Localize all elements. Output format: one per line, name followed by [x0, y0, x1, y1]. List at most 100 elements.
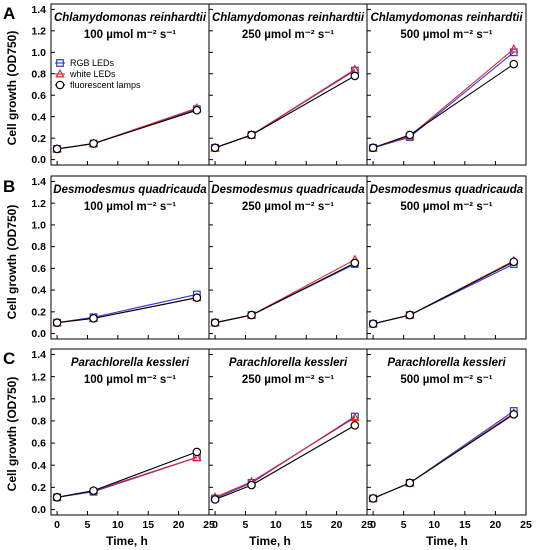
panel-frame	[366, 348, 527, 516]
x-tick-label: 5	[243, 519, 249, 531]
x-tick-label: 25	[520, 519, 532, 531]
x-tick-label: 20	[490, 519, 502, 531]
x-tick-label: 10	[270, 519, 282, 531]
data-point-fluorescent-lamps	[89, 139, 98, 148]
chart-panel-5: Desmodesmus quadricauda 250 µmol m⁻² s⁻¹	[208, 175, 368, 340]
x-axis-label-col-3: Time, h	[426, 534, 468, 548]
data-point-fluorescent-lamps	[247, 310, 256, 320]
panel-subtitle: 250 µmol m⁻² s⁻¹	[242, 374, 334, 386]
panel-title: Desmodesmus quadricauda	[211, 184, 365, 196]
chart-panel-9: 0 5 10 15 20 25 Parachlorella kessleri 500 µmol…	[366, 348, 532, 531]
data-point-white-leds	[509, 43, 519, 53]
y-tick-label: 0.4	[31, 111, 46, 123]
data-point-fluorescent-lamps	[52, 318, 62, 327]
chart-panel-1: 0.0 0.2 0.4 0.6 0.8 1.0 1.2 1.4 Chlamydomonas re…	[31, 3, 210, 166]
data-point-fluorescent-lamps	[368, 494, 378, 503]
chart-panel-7: 0.0 0.2 0.4 0.6 0.8 1.0 1.2 1.4 0 5 10 15 20 25 Parach…	[31, 348, 215, 531]
panel-subtitle: 100 µmol m⁻² s⁻¹	[84, 374, 176, 386]
series-line-white-leds	[56, 107, 198, 150]
y-tick-label: 1.4	[31, 4, 46, 16]
row-letter-c: C	[3, 349, 15, 368]
data-point-fluorescent-lamps	[52, 492, 62, 502]
data-point-fluorescent-lamps	[350, 421, 360, 430]
series-line-fluorescent-lamps	[56, 451, 198, 498]
x-tick-label: 10	[428, 519, 440, 531]
data-point-fluorescent-lamps	[405, 130, 415, 140]
row-letter-a: A	[3, 4, 15, 23]
y-tick-label: 1.2	[31, 371, 46, 383]
y-tick-label: 1.2	[31, 25, 46, 37]
series-line-fluorescent-lamps	[214, 262, 356, 324]
data-point-fluorescent-lamps	[405, 310, 415, 320]
data-point-fluorescent-lamps	[509, 409, 519, 419]
y-tick-label: 0.2	[31, 133, 46, 145]
chart-panel-2: Chlamydomonas reinhardtii 250 µmol m⁻² s⁻…	[208, 3, 368, 166]
legend-label: white LEDs	[69, 69, 116, 79]
y-tick-label: 0.0	[31, 504, 46, 516]
panel-subtitle: 500 µmol m⁻² s⁻¹	[400, 201, 492, 213]
chart-panel-3: Chlamydomonas reinhardtii 500 µmol m⁻² s⁻…	[366, 3, 527, 166]
y-tick-label: 1.0	[31, 47, 46, 59]
legend-marker-circle	[55, 80, 65, 90]
panel-title: Parachlorella kessleri	[387, 357, 506, 369]
y-tick-label: 1.2	[31, 198, 46, 210]
y-tick-label: 0.2	[31, 306, 46, 318]
panel-title: Desmodesmus quadricauda	[370, 184, 524, 196]
x-tick-label: 15	[300, 519, 312, 531]
series-line-rgb-leds	[56, 293, 197, 324]
series-line-rgb-leds	[56, 456, 198, 498]
data-point-fluorescent-lamps	[405, 478, 415, 488]
x-tick-label: 0	[54, 519, 60, 531]
data-point-fluorescent-lamps	[509, 59, 519, 69]
series-line-white-leds	[56, 456, 198, 498]
series-line-white-leds	[214, 259, 356, 324]
series-line-fluorescent-lamps	[214, 75, 356, 149]
y-tick-label: 0.6	[31, 90, 46, 102]
panel-frame	[366, 3, 527, 166]
x-tick-label: 0	[370, 519, 376, 531]
data-point-fluorescent-lamps	[52, 144, 62, 154]
y-tick-label: 0.0	[31, 328, 46, 340]
panel-subtitle: 500 µmol m⁻² s⁻¹	[400, 29, 492, 41]
y-tick-label: 0.8	[31, 416, 46, 428]
panel-subtitle: 250 µmol m⁻² s⁻¹	[242, 201, 334, 213]
y-axis-label-row-a: Cell growth (OD750)	[5, 31, 19, 146]
data-point-white-leds	[192, 452, 202, 461]
chart-panel-6: Desmodesmus quadricauda 500 µmol m⁻² s⁻¹	[366, 175, 527, 340]
y-tick-label: 0.4	[31, 460, 46, 472]
y-tick-label: 0.2	[31, 482, 46, 494]
x-tick-label: 0	[212, 519, 218, 531]
panel-title: Chlamydomonas reinhardtii	[212, 12, 365, 24]
data-point-fluorescent-lamps	[89, 314, 98, 323]
y-tick-label: 1.4	[31, 349, 46, 361]
chart-panel-8: 0 5 10 15 20 25 Parachlorella kessleri 250 µmol…	[208, 348, 373, 531]
legend-label: RGB LEDs	[70, 58, 115, 68]
y-tick-label: 1.0	[31, 393, 46, 405]
panel-subtitle: 250 µmol m⁻² s⁻¹	[242, 29, 334, 41]
series-line-rgb-leds	[214, 416, 356, 499]
y-tick-label: 0.0	[31, 154, 46, 166]
x-tick-label: 25	[203, 519, 215, 531]
panel-title: Parachlorella kessleri	[229, 357, 348, 369]
series-line-fluorescent-lamps	[372, 63, 515, 149]
x-tick-label: 20	[173, 519, 185, 531]
y-tick-label: 1.4	[31, 176, 46, 188]
series-line-white-leds	[372, 48, 515, 149]
x-tick-label: 10	[112, 519, 124, 531]
y-tick-label: 0.6	[31, 263, 46, 275]
x-tick-label: 25	[361, 519, 373, 531]
y-axis-label-row-c: Cell growth (OD750)	[5, 377, 19, 492]
panel-subtitle: 100 µmol m⁻² s⁻¹	[84, 29, 176, 41]
data-point-white-leds	[350, 64, 360, 73]
legend-marker-square	[56, 59, 64, 67]
y-tick-label: 0.4	[31, 285, 46, 297]
series-line-fluorescent-lamps	[372, 261, 515, 325]
series-line-white-leds	[372, 260, 515, 325]
panel-subtitle: 500 µmol m⁻² s⁻¹	[400, 374, 492, 386]
x-tick-label: 5	[401, 519, 407, 531]
data-point-fluorescent-lamps	[368, 319, 378, 329]
data-point-fluorescent-lamps	[210, 495, 220, 504]
data-point-fluorescent-lamps	[368, 143, 378, 153]
